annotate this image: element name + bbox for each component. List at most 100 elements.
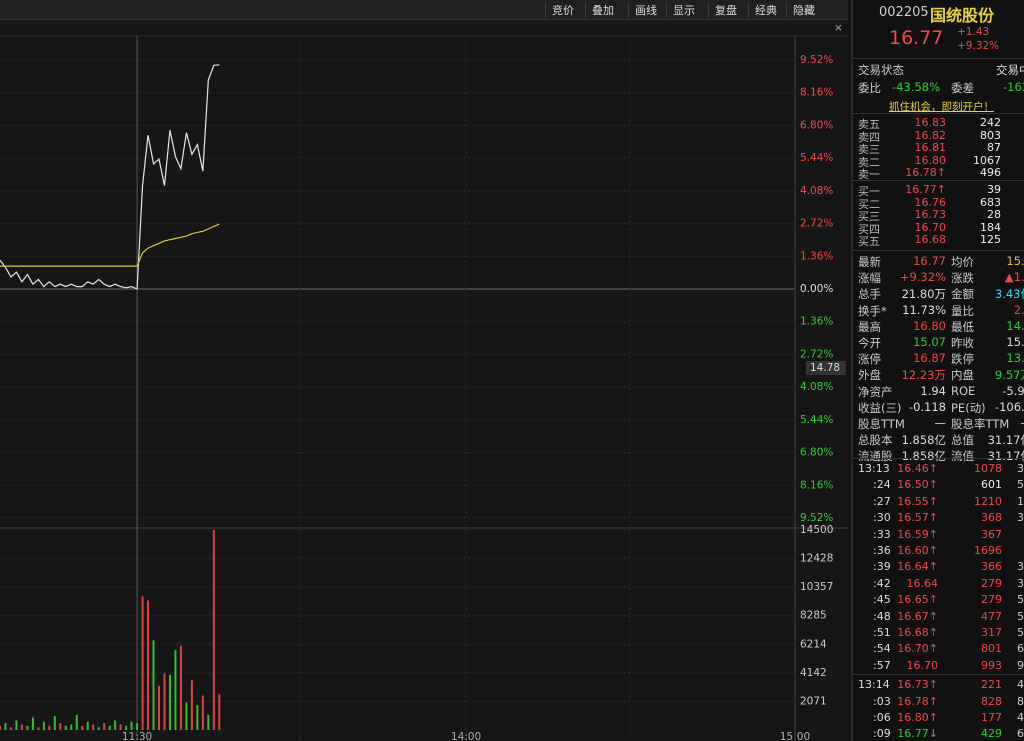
stat-value: 2.2: [1013, 302, 1024, 317]
book-price: 16.80: [914, 153, 947, 167]
tick-volume: 366: [981, 560, 1002, 574]
toolbar-button[interactable]: 叠加: [585, 2, 620, 18]
stat-value: 21.80万: [901, 287, 946, 302]
change: +1.43: [957, 26, 990, 38]
stat-label: 昨收: [951, 336, 974, 350]
y-tick-label: 1.36%: [800, 250, 833, 262]
stat-value: 16.87: [913, 351, 946, 366]
tick-count: 57: [1017, 609, 1024, 623]
separator: [853, 113, 1024, 114]
stat-value: 1.858亿: [901, 449, 946, 464]
tick-time: :24: [873, 478, 891, 492]
stat-value: 13.8: [1006, 351, 1024, 366]
stat-value: 16.77: [913, 254, 946, 268]
tick-time: :42: [873, 576, 891, 590]
tick-volume: 993: [981, 658, 1002, 672]
tick-volume: 801: [981, 642, 1002, 656]
tick-count: 50: [1017, 478, 1024, 492]
stat-label: 涨跌: [951, 271, 974, 286]
stat-label: 内盘: [951, 368, 974, 383]
toolbar-button[interactable]: 画线: [628, 2, 663, 18]
book-price: 16.83: [914, 116, 947, 129]
stat-label: 涨停: [858, 352, 881, 367]
y-tick-label: 1.36%: [800, 316, 833, 328]
book-volume: 803: [980, 128, 1001, 142]
tick-time: :09: [873, 727, 891, 741]
book-volume: 39: [987, 183, 1001, 196]
book-volume: 125: [980, 233, 1001, 247]
toolbar-button[interactable]: 复盘: [708, 2, 743, 18]
tick-count: 63: [1017, 727, 1024, 741]
tick-count: 44: [1017, 711, 1024, 724]
y-tick-label: 2071: [800, 695, 827, 707]
book-price: 16.78↑: [905, 166, 946, 180]
tick-price: 16.46↑: [897, 462, 938, 475]
toolbar-button[interactable]: 隐藏: [786, 2, 821, 18]
book-price: 16.82: [914, 128, 947, 142]
promo[interactable]: 抓住机会，即刻开户！: [889, 101, 994, 113]
tick-time: :39: [873, 560, 891, 574]
tick-count: 47: [1017, 678, 1024, 692]
book-volume: 1067: [973, 153, 1001, 167]
toolbar-button[interactable]: 经典: [748, 2, 783, 18]
stat-label: 流值: [951, 449, 974, 464]
tick-time: 13:13: [858, 462, 890, 475]
book-label: 买一: [858, 185, 880, 198]
y-tick-label: 4.08%: [800, 185, 833, 197]
ratio: -163: [1003, 80, 1024, 94]
stat-label: 今开: [858, 336, 881, 350]
stat-value: —: [1021, 416, 1024, 430]
stat-value: -5.92: [1002, 383, 1024, 398]
toolbar: 竞价 叠加 画线 显示 复盘 经典 隐藏: [0, 0, 848, 20]
stat-label: 最新: [858, 255, 881, 269]
book-volume: 242: [980, 116, 1001, 129]
y-tick-label: 12428: [800, 553, 833, 565]
book-label: 买四: [858, 222, 880, 236]
stat-label: 金额: [951, 287, 974, 302]
book-label: 卖四: [858, 130, 880, 144]
y-tick-label: 6.80%: [800, 447, 833, 459]
tick-time: :51: [873, 626, 891, 639]
y-tick-label: 8.16%: [800, 479, 833, 491]
separator: [853, 58, 1024, 59]
tick-time: :27: [873, 494, 891, 508]
book-price: 16.77↑: [905, 183, 946, 196]
stat-value: -106.5: [994, 399, 1024, 414]
tick-time: :36: [873, 544, 891, 557]
ratio: -43.58%: [892, 80, 940, 94]
book-label: 卖二: [858, 155, 880, 169]
chart-bg: [0, 20, 848, 741]
separator: [853, 180, 1024, 181]
price-line: [0, 223, 220, 267]
tick-volume: 279: [981, 576, 1002, 590]
tick-count: 34: [1017, 576, 1024, 590]
stat-label: 净资产: [858, 384, 893, 399]
stat-value: 15.7: [1006, 254, 1024, 268]
x-tick-label: 14:00: [451, 731, 481, 741]
tick-price: 16.67↑: [897, 609, 938, 623]
tick-price: 16.50↑: [897, 478, 938, 492]
stat-value: 15.07: [913, 335, 946, 349]
stat-value: 15.3: [1006, 335, 1024, 349]
book-volume: 28: [987, 208, 1001, 222]
book-price: 16.76: [914, 195, 947, 209]
y-tick-label: 9.52%: [800, 512, 833, 524]
toolbar-button[interactable]: 显示: [666, 2, 701, 18]
stat-value: -0.118: [908, 399, 946, 414]
book-price: 16.70: [914, 220, 947, 234]
stat-label: 总值: [951, 433, 974, 448]
tick-time: :57: [873, 658, 891, 672]
book-label: 卖一: [858, 168, 880, 182]
stock-code: 002205: [879, 5, 929, 20]
chart: × 9.52% 8.16% 6.80% 5.44% 4.08% 2.72% 1.36% 0.00…: [0, 20, 848, 741]
stat-label: 流通股: [858, 449, 893, 464]
toolbar-button[interactable]: 竞价: [545, 2, 580, 18]
stat-label: 跌停: [951, 352, 974, 367]
tick-volume: 429: [981, 727, 1002, 741]
tick-price: 16.65↑: [897, 593, 938, 607]
y-tick-label: 4.08%: [800, 381, 833, 393]
tick-count: 87: [1017, 694, 1024, 708]
stat-label: 最高: [858, 319, 881, 334]
